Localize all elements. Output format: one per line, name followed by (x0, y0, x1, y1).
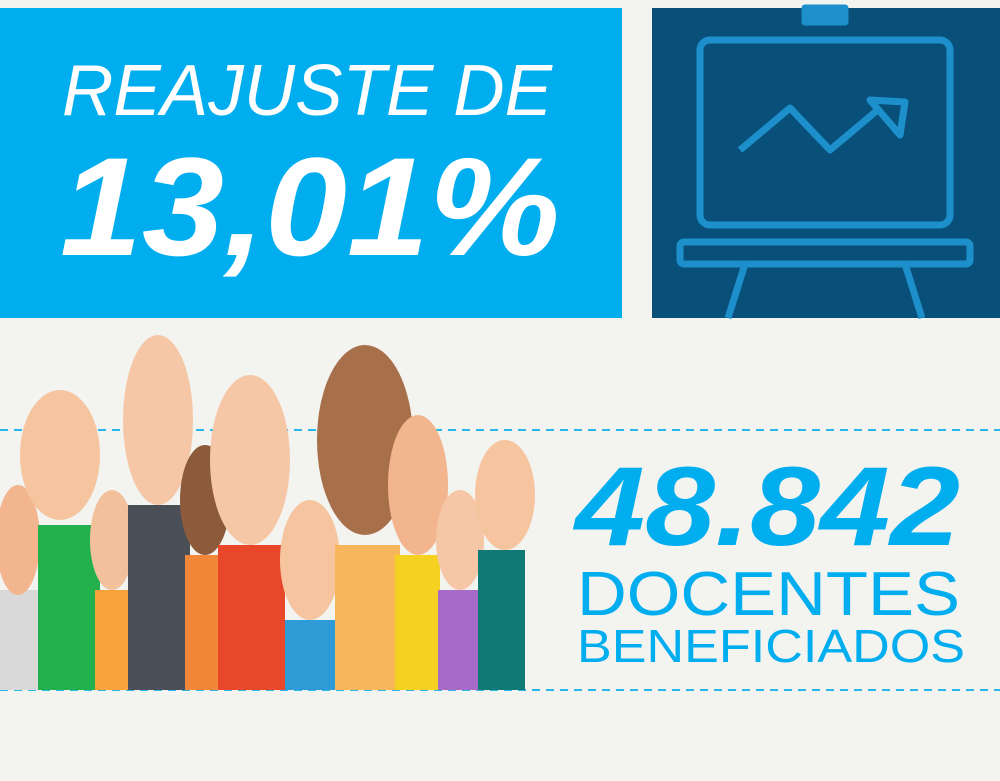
beneficiaries-label: DOCENTES (577, 560, 960, 629)
headline-box (0, 8, 622, 318)
easel-icon (676, 4, 974, 320)
beneficiaries-label: BENEFICIADOS (577, 620, 965, 672)
headline-label: REAJUSTE DE (62, 51, 553, 131)
headline-value: 13,01% (60, 128, 560, 285)
beneficiaries-value: 48.842 (573, 444, 960, 569)
raised-hands-illustration (0, 335, 535, 690)
